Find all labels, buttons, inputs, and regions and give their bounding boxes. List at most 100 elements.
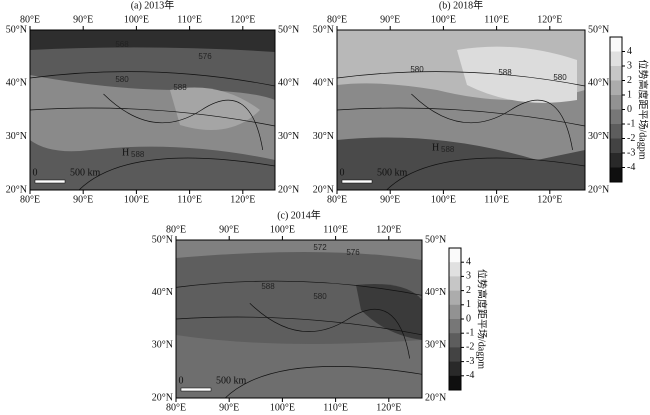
map-panel: (c) 2014年 572 576 588 580 80°E 80°E 90°E 90°E 100… <box>152 208 446 413</box>
lon-label: 110°E <box>177 194 202 205</box>
colorbar-segment <box>449 290 461 306</box>
lat-label: 50°N <box>313 24 334 35</box>
contour-label: 580 <box>313 292 327 301</box>
anomaly-shading <box>356 284 422 340</box>
anomaly-shading <box>30 30 275 52</box>
lat-label: 30°N <box>588 131 609 142</box>
colorbar-tick-label: -1 <box>627 118 635 129</box>
contour-label: 588 <box>173 83 187 92</box>
high-value: 588 <box>131 150 145 159</box>
lon-label: 80°E <box>166 402 186 413</box>
lon-label: 80°E <box>327 194 347 205</box>
colorbar-tick-label: -3 <box>466 356 474 367</box>
lon-label: 100°E <box>124 14 149 25</box>
lat-label: 40°N <box>588 78 609 89</box>
lat-label: 40°N <box>278 78 299 89</box>
contour-line <box>386 157 586 191</box>
colorbar-segment <box>610 51 622 67</box>
lon-label: 80°E <box>20 14 40 25</box>
lat-label: 50°N <box>6 24 27 35</box>
colorbar-segment <box>449 248 461 263</box>
colorbar-segment <box>449 262 461 277</box>
contour-line <box>224 366 423 399</box>
lon-label: 120°E <box>376 224 401 235</box>
lon-label: 100°E <box>270 402 295 413</box>
high-symbol: H <box>432 142 439 153</box>
anomaly-shading <box>457 46 577 103</box>
lat-label: 50°N <box>588 24 609 35</box>
lat-label: 40°N <box>425 287 446 298</box>
scale-end: 500 km <box>216 375 247 386</box>
colorbar-tick-label: 3 <box>627 60 632 71</box>
panel-title: (a) 2013年 <box>131 0 175 11</box>
scale-bar <box>34 179 66 184</box>
scale-bar <box>180 387 212 392</box>
lon-label: 120°E <box>537 14 562 25</box>
colorbar-title: 位势高度距平场/dagpm <box>476 269 489 369</box>
lat-label: 40°N <box>152 287 173 298</box>
lon-label: 100°E <box>431 14 456 25</box>
colorbar-segment <box>610 167 622 183</box>
colorbar-tick-label: 1 <box>466 299 471 310</box>
contour-label: 576 <box>198 52 212 61</box>
scale-end: 500 km <box>70 167 101 178</box>
lat-label: 20°N <box>152 392 173 403</box>
anomaly-shading <box>176 335 422 398</box>
lat-label: 20°N <box>588 184 609 195</box>
lat-label: 50°N <box>425 234 446 245</box>
lon-label: 90°E <box>380 194 400 205</box>
colorbar-tick-label: 3 <box>466 271 471 282</box>
colorbar-segment <box>449 361 461 377</box>
colorbar-tick-label: -1 <box>466 327 474 338</box>
colorbar-segment <box>610 95 622 110</box>
lat-label: 30°N <box>6 131 27 142</box>
colorbar-segment <box>449 333 461 348</box>
high-symbol: H <box>122 147 129 158</box>
lon-label: 90°E <box>219 224 239 235</box>
lon-label: 110°E <box>177 14 202 25</box>
scale-bar <box>341 179 373 184</box>
colorbar-tick-label: 2 <box>466 285 471 296</box>
contour-line <box>336 71 586 87</box>
scale-end: 500 km <box>377 167 408 178</box>
colorbar-segment <box>610 138 622 154</box>
colorbar-segment <box>610 109 622 125</box>
colorbar-tick-label: 1 <box>627 89 632 100</box>
lon-label: 90°E <box>219 402 239 413</box>
colorbar-tick-label: 2 <box>627 75 632 86</box>
lon-label: 90°E <box>73 194 93 205</box>
lon-label: 110°E <box>323 402 348 413</box>
contour-line <box>29 107 276 127</box>
colorbar-segment <box>610 124 622 139</box>
map-frame <box>336 29 586 191</box>
colorbar-title: 位势高度距平场/dagpm <box>637 60 650 160</box>
lon-label: 90°E <box>73 14 93 25</box>
colorbar-segment <box>449 375 461 391</box>
colorbar-segment <box>610 80 622 96</box>
contour-label: 576 <box>346 248 360 257</box>
panel-title: (c) 2014年 <box>277 208 321 221</box>
lat-label: 40°N <box>313 78 334 89</box>
contour-line <box>336 107 586 127</box>
contour-line <box>29 71 276 87</box>
lon-label: 120°E <box>230 14 255 25</box>
lat-label: 20°N <box>425 392 446 403</box>
colorbar-segment <box>610 37 622 52</box>
colorbar-segment <box>449 276 461 292</box>
lon-label: 120°E <box>376 402 401 413</box>
lat-label: 50°N <box>278 24 299 35</box>
colorbar-segment <box>449 319 461 334</box>
high-value: 588 <box>441 145 455 154</box>
contour-line <box>175 316 423 336</box>
contour-line <box>249 302 411 359</box>
lat-label: 20°N <box>278 184 299 195</box>
lon-label: 120°E <box>537 194 562 205</box>
lon-label: 90°E <box>380 14 400 25</box>
contour-label: 568 <box>115 40 129 49</box>
colorbar-tick-label: 0 <box>627 104 632 115</box>
lat-label: 30°N <box>278 131 299 142</box>
map-frame <box>29 29 276 191</box>
colorbar-segment <box>449 347 461 363</box>
contour-label: 580 <box>410 65 424 74</box>
